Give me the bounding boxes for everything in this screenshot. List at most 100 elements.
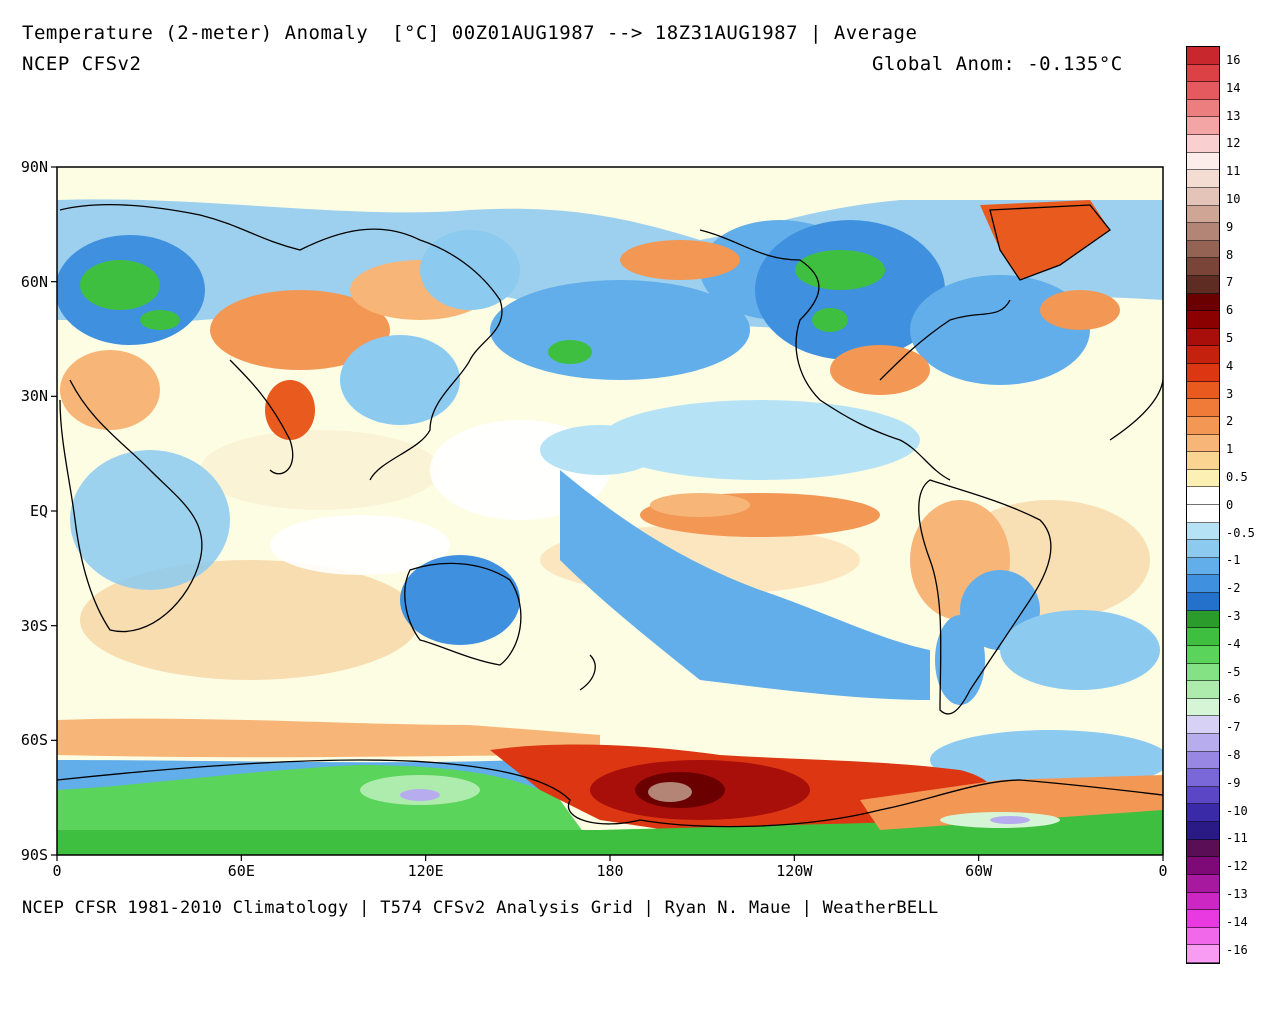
colorbar-swatch bbox=[1187, 593, 1219, 611]
x-tick-label: 120W bbox=[776, 862, 813, 880]
colorbar-swatch bbox=[1187, 628, 1219, 646]
colorbar-swatch bbox=[1187, 540, 1219, 558]
colorbar-label: -8 bbox=[1226, 748, 1241, 762]
colorbar-label: -13 bbox=[1226, 887, 1248, 901]
colorbar bbox=[1186, 46, 1220, 964]
colorbar-label: -14 bbox=[1226, 914, 1248, 929]
colorbar-swatch bbox=[1187, 434, 1219, 453]
colorbar-swatch bbox=[1187, 258, 1219, 276]
colorbar-swatch bbox=[1187, 575, 1219, 594]
y-tick-label: 90S bbox=[20, 846, 48, 864]
anomaly-field bbox=[57, 167, 1163, 855]
x-tick-label: 60E bbox=[227, 862, 255, 880]
colorbar-swatch bbox=[1187, 786, 1219, 805]
colorbar-label: -4 bbox=[1226, 636, 1241, 651]
chart-title: Temperature (2-meter) Anomaly [°C] 00Z01… bbox=[22, 22, 918, 44]
colorbar-swatch bbox=[1187, 399, 1219, 417]
colorbar-swatch bbox=[1187, 47, 1219, 65]
colorbar-swatch bbox=[1187, 716, 1219, 734]
colorbar-label: 0 bbox=[1226, 497, 1234, 512]
colorbar-swatch bbox=[1187, 82, 1219, 100]
colorbar-swatch bbox=[1187, 135, 1219, 153]
x-tick-label: 180 bbox=[596, 862, 624, 880]
colorbar-swatch bbox=[1187, 522, 1219, 541]
colorbar-label: 4 bbox=[1226, 358, 1234, 373]
colorbar-swatch bbox=[1187, 364, 1219, 382]
colorbar-label: 0.5 bbox=[1226, 470, 1248, 484]
colorbar-swatch bbox=[1187, 645, 1219, 664]
colorbar-swatch bbox=[1187, 381, 1219, 400]
colorbar-swatch bbox=[1187, 117, 1219, 136]
colorbar-label: 1 bbox=[1226, 442, 1234, 457]
colorbar-swatch bbox=[1187, 874, 1219, 893]
colorbar-label: 11 bbox=[1226, 164, 1241, 179]
colorbar-label: 3 bbox=[1226, 386, 1234, 401]
y-tick-label: 60N bbox=[20, 272, 48, 291]
colorbar-swatch bbox=[1187, 681, 1219, 699]
colorbar-label: 5 bbox=[1226, 331, 1234, 345]
colorbar-swatch bbox=[1187, 240, 1219, 259]
colorbar-label: 14 bbox=[1226, 80, 1241, 95]
colorbar-swatch bbox=[1187, 892, 1219, 911]
y-tick-label: 30N bbox=[20, 387, 48, 406]
colorbar-swatch bbox=[1187, 557, 1219, 576]
y-tick-label: 30S bbox=[20, 616, 48, 635]
colorbar-swatch bbox=[1187, 276, 1219, 294]
colorbar-label: 6 bbox=[1226, 303, 1234, 318]
colorbar-swatch bbox=[1187, 99, 1219, 118]
colorbar-swatch bbox=[1187, 205, 1219, 224]
colorbar-swatch bbox=[1187, 698, 1219, 717]
colorbar-label: 8 bbox=[1226, 247, 1234, 262]
colorbar-swatch bbox=[1187, 769, 1219, 787]
colorbar-swatch bbox=[1187, 487, 1219, 505]
colorbar-swatch bbox=[1187, 293, 1219, 312]
colorbar-label: 12 bbox=[1226, 136, 1241, 151]
colorbar-swatch bbox=[1187, 663, 1219, 682]
model-label: NCEP CFSv2 bbox=[22, 53, 142, 75]
colorbar-swatch bbox=[1187, 610, 1219, 629]
colorbar-swatch bbox=[1187, 452, 1219, 470]
colorbar-swatch bbox=[1187, 223, 1219, 241]
colorbar-swatch bbox=[1187, 927, 1219, 946]
colorbar-label: 9 bbox=[1226, 219, 1234, 234]
colorbar-swatch bbox=[1187, 152, 1219, 171]
colorbar-swatch bbox=[1187, 346, 1219, 365]
x-tick-label: 0 bbox=[1158, 862, 1168, 880]
colorbar-swatch bbox=[1187, 416, 1219, 435]
colorbar-label: -2 bbox=[1226, 581, 1241, 596]
colorbar-label: -1 bbox=[1226, 553, 1241, 568]
footer-credits: NCEP CFSR 1981-2010 Climatology | T574 C… bbox=[22, 898, 939, 918]
colorbar-label: 2 bbox=[1226, 414, 1234, 429]
colorbar-swatch bbox=[1187, 64, 1219, 83]
colorbar-swatch bbox=[1187, 187, 1219, 206]
colorbar-swatch bbox=[1187, 170, 1219, 188]
colorbar-swatch bbox=[1187, 469, 1219, 488]
global-anomaly-label: Global Anom: -0.135°C bbox=[872, 53, 1123, 75]
colorbar-swatch bbox=[1187, 822, 1219, 840]
colorbar-swatch bbox=[1187, 804, 1219, 823]
colorbar-swatch bbox=[1187, 505, 1219, 523]
colorbar-label: 10 bbox=[1226, 192, 1241, 206]
colorbar-label: -0.5 bbox=[1226, 525, 1255, 540]
colorbar-label: 13 bbox=[1226, 108, 1241, 123]
colorbar-swatch bbox=[1187, 910, 1219, 928]
colorbar-label: -9 bbox=[1226, 775, 1241, 790]
colorbar-label: 16 bbox=[1226, 53, 1241, 67]
colorbar-swatch bbox=[1187, 839, 1219, 858]
y-tick-label: 90N bbox=[20, 158, 48, 176]
colorbar-label: -6 bbox=[1226, 692, 1241, 707]
x-tick-label: 60W bbox=[965, 862, 993, 880]
y-tick-label: EQ bbox=[29, 502, 48, 520]
colorbar-swatch bbox=[1187, 311, 1219, 329]
x-tick-label: 0 bbox=[52, 862, 62, 880]
colorbar-swatch bbox=[1187, 945, 1219, 963]
colorbar-label: -16 bbox=[1226, 942, 1248, 957]
colorbar-label: -3 bbox=[1226, 609, 1241, 623]
colorbar-label: 7 bbox=[1226, 275, 1234, 290]
colorbar-label: -11 bbox=[1226, 831, 1248, 846]
colorbar-swatch bbox=[1187, 734, 1219, 752]
colorbar-swatch bbox=[1187, 857, 1219, 875]
colorbar-swatch bbox=[1187, 751, 1219, 770]
colorbar-label: -7 bbox=[1226, 720, 1241, 735]
